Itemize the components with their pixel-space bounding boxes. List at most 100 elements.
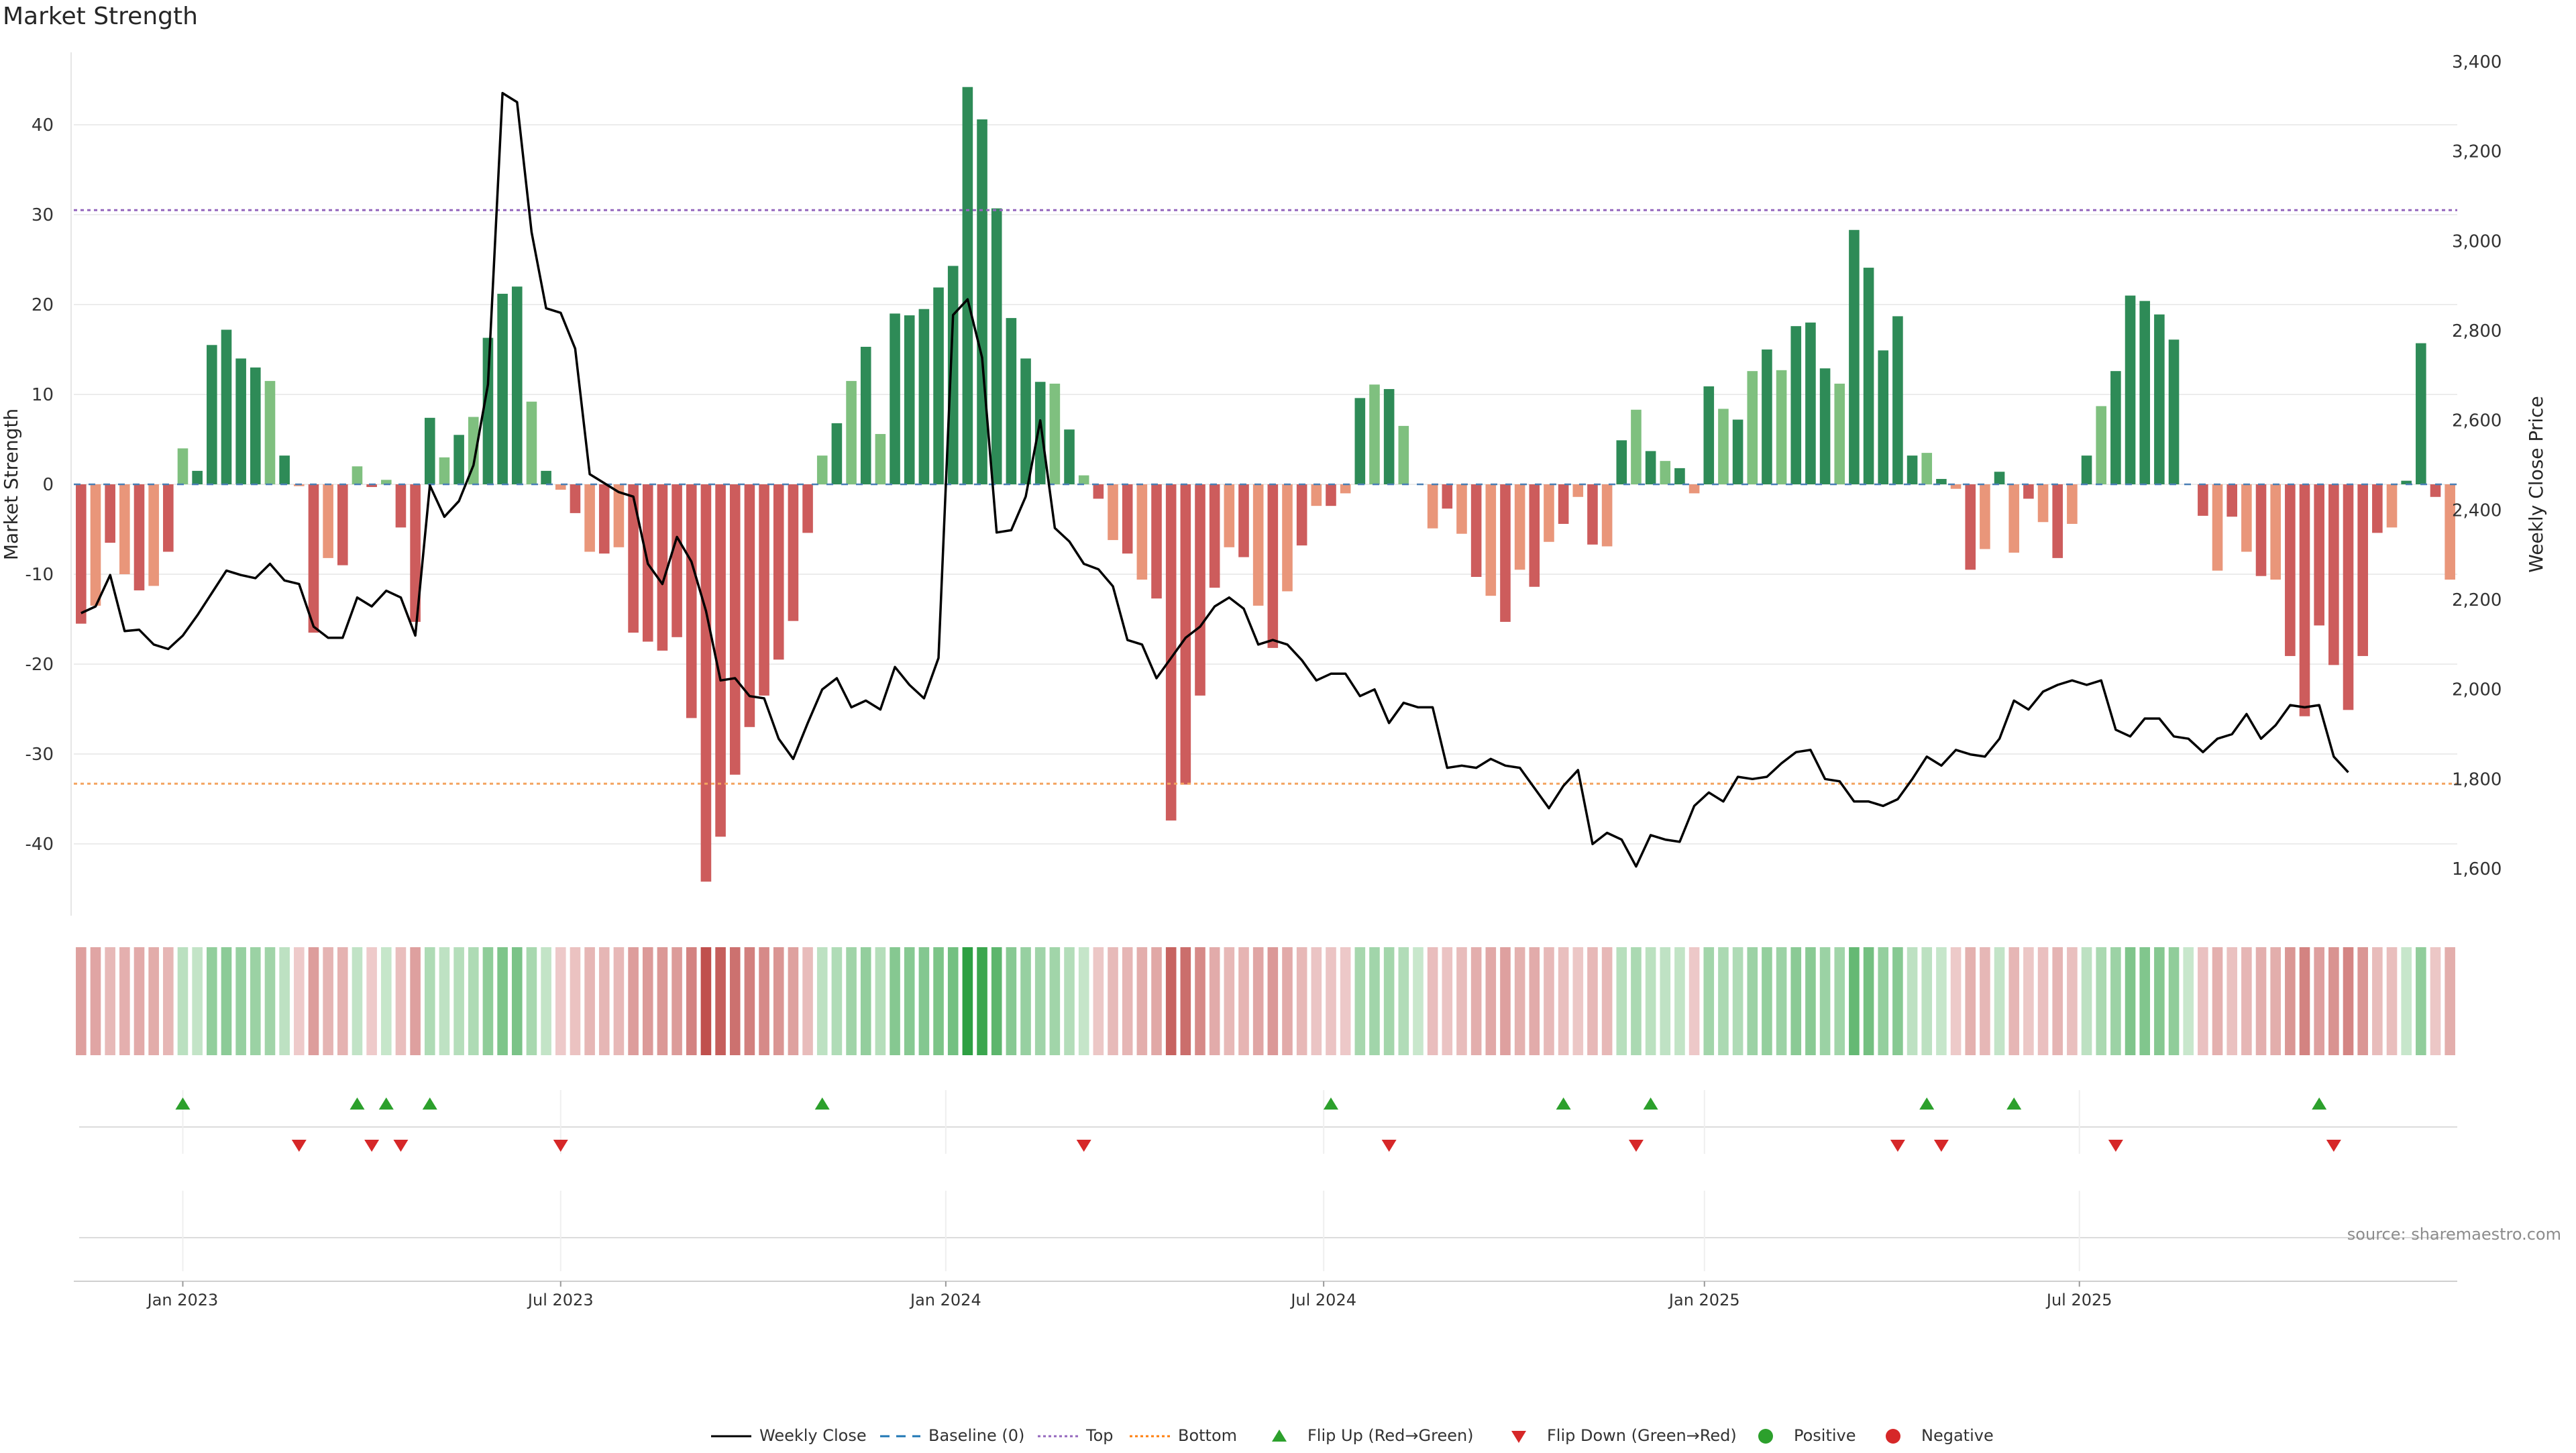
flip-up-marker — [2312, 1097, 2327, 1110]
y2-tick-label: 3,000 — [2452, 231, 2502, 252]
strength-cell — [439, 947, 450, 1055]
strength-bar — [1674, 468, 1685, 484]
strength-cell — [2226, 947, 2237, 1055]
strength-cell — [2314, 947, 2324, 1055]
strength-bar — [1718, 409, 1729, 484]
legend-swatch — [1758, 1429, 1773, 1444]
strength-bar — [1151, 484, 1162, 599]
strength-bar — [933, 287, 944, 484]
strength-cell — [380, 947, 392, 1055]
strength-cell — [2386, 947, 2398, 1055]
strength-bar — [2139, 301, 2151, 484]
y-tick-label: 0 — [42, 475, 54, 495]
strength-bar — [2328, 484, 2339, 665]
y-tick-label: 20 — [32, 295, 54, 315]
strength-bar — [831, 423, 843, 484]
strength-bar — [1456, 484, 1467, 534]
flip-up-marker — [1323, 1097, 1338, 1110]
strength-bar — [2168, 339, 2180, 484]
flip-down-marker — [1628, 1140, 1644, 1152]
strength-bar — [816, 455, 828, 484]
flip-down-marker — [364, 1140, 380, 1152]
strength-bar — [2285, 484, 2296, 656]
strength-bar — [119, 484, 130, 574]
strength-bar — [1398, 425, 1409, 484]
legend-label: Top — [1086, 1426, 1114, 1445]
strength-cell — [1093, 947, 1104, 1055]
strength-bar — [773, 484, 784, 660]
y2-tick-label: 3,200 — [2452, 142, 2502, 162]
strength-cell — [2198, 947, 2208, 1055]
strength-bar — [1020, 358, 1031, 484]
strength-bar — [657, 484, 668, 651]
strength-cell — [1762, 947, 1772, 1055]
strength-bar — [2255, 484, 2267, 576]
strength-bar — [1645, 451, 1656, 484]
strength-bar — [1965, 484, 1976, 570]
strength-bar — [2008, 484, 2020, 553]
y2-axis-label: Weekly Close Price — [2525, 396, 2547, 572]
strength-bar — [1790, 326, 1802, 484]
y-tick-label: -40 — [25, 835, 54, 855]
strength-bar — [2067, 484, 2078, 524]
strength-cell — [2212, 947, 2223, 1055]
strength-cell — [2139, 947, 2151, 1055]
strength-cell — [860, 947, 871, 1055]
strength-cell — [1587, 947, 1598, 1055]
strength-cell — [1456, 947, 1467, 1055]
strength-bar — [2110, 371, 2121, 484]
strength-bar — [2096, 406, 2107, 484]
strength-bar — [1762, 349, 1772, 484]
y2-tick-label: 2,200 — [2452, 590, 2502, 610]
strength-bar — [439, 457, 450, 484]
strength-cell — [2372, 947, 2383, 1055]
weekly-close-line-layer — [80, 92, 2349, 868]
strength-bar — [1006, 318, 1017, 484]
strength-cell — [1529, 947, 1540, 1055]
strength-cell — [1267, 947, 1279, 1055]
strength-bar — [1209, 484, 1220, 588]
strength-bar — [207, 345, 217, 484]
strength-cell — [1049, 947, 1061, 1055]
strength-cell — [221, 947, 232, 1055]
flip-down-marker — [1933, 1140, 1949, 1152]
strength-bar — [1078, 475, 1089, 484]
strength-bar — [1311, 484, 1322, 506]
strength-bar — [2241, 484, 2252, 552]
strength-cell — [875, 947, 886, 1055]
strength-bar — [555, 484, 566, 490]
strength-bar — [1034, 382, 1046, 484]
y-tick-label: 30 — [32, 205, 54, 225]
strength-cell — [1819, 947, 1831, 1055]
strength-cell — [2067, 947, 2078, 1055]
legend-swatch — [1886, 1429, 1900, 1444]
x-tick-label: Jul 2024 — [1289, 1291, 1356, 1309]
strength-bar — [192, 470, 203, 484]
flip-down-marker — [1076, 1140, 1091, 1152]
strength-bar — [337, 484, 348, 566]
strength-cell — [1354, 947, 1366, 1055]
legend-item: Positive — [1744, 1426, 1856, 1446]
strength-bar — [1296, 484, 1307, 546]
strength-cell — [1732, 947, 1743, 1055]
x-tick-label: Jan 2025 — [1668, 1291, 1740, 1309]
y2-tick-label: 2,800 — [2452, 321, 2502, 341]
strength-bar — [1732, 419, 1743, 484]
strength-cell — [2270, 947, 2281, 1055]
strength-bar — [1238, 484, 1249, 557]
strength-cell — [642, 947, 653, 1055]
x-tick-label: Jul 2023 — [527, 1291, 594, 1309]
strength-cell — [192, 947, 203, 1055]
strength-bar — [1514, 484, 1525, 570]
strength-cell — [279, 947, 290, 1055]
strength-bar — [1703, 386, 1715, 484]
strength-bar — [890, 313, 900, 484]
strength-cell — [628, 947, 639, 1055]
strength-cell — [1282, 947, 1293, 1055]
strength-cell — [1572, 947, 1584, 1055]
strength-bar — [1122, 484, 1133, 554]
strength-bar — [2357, 484, 2368, 656]
strength-cell — [1776, 947, 1787, 1055]
strength-bar — [1529, 484, 1540, 587]
strength-bar — [2212, 484, 2223, 571]
